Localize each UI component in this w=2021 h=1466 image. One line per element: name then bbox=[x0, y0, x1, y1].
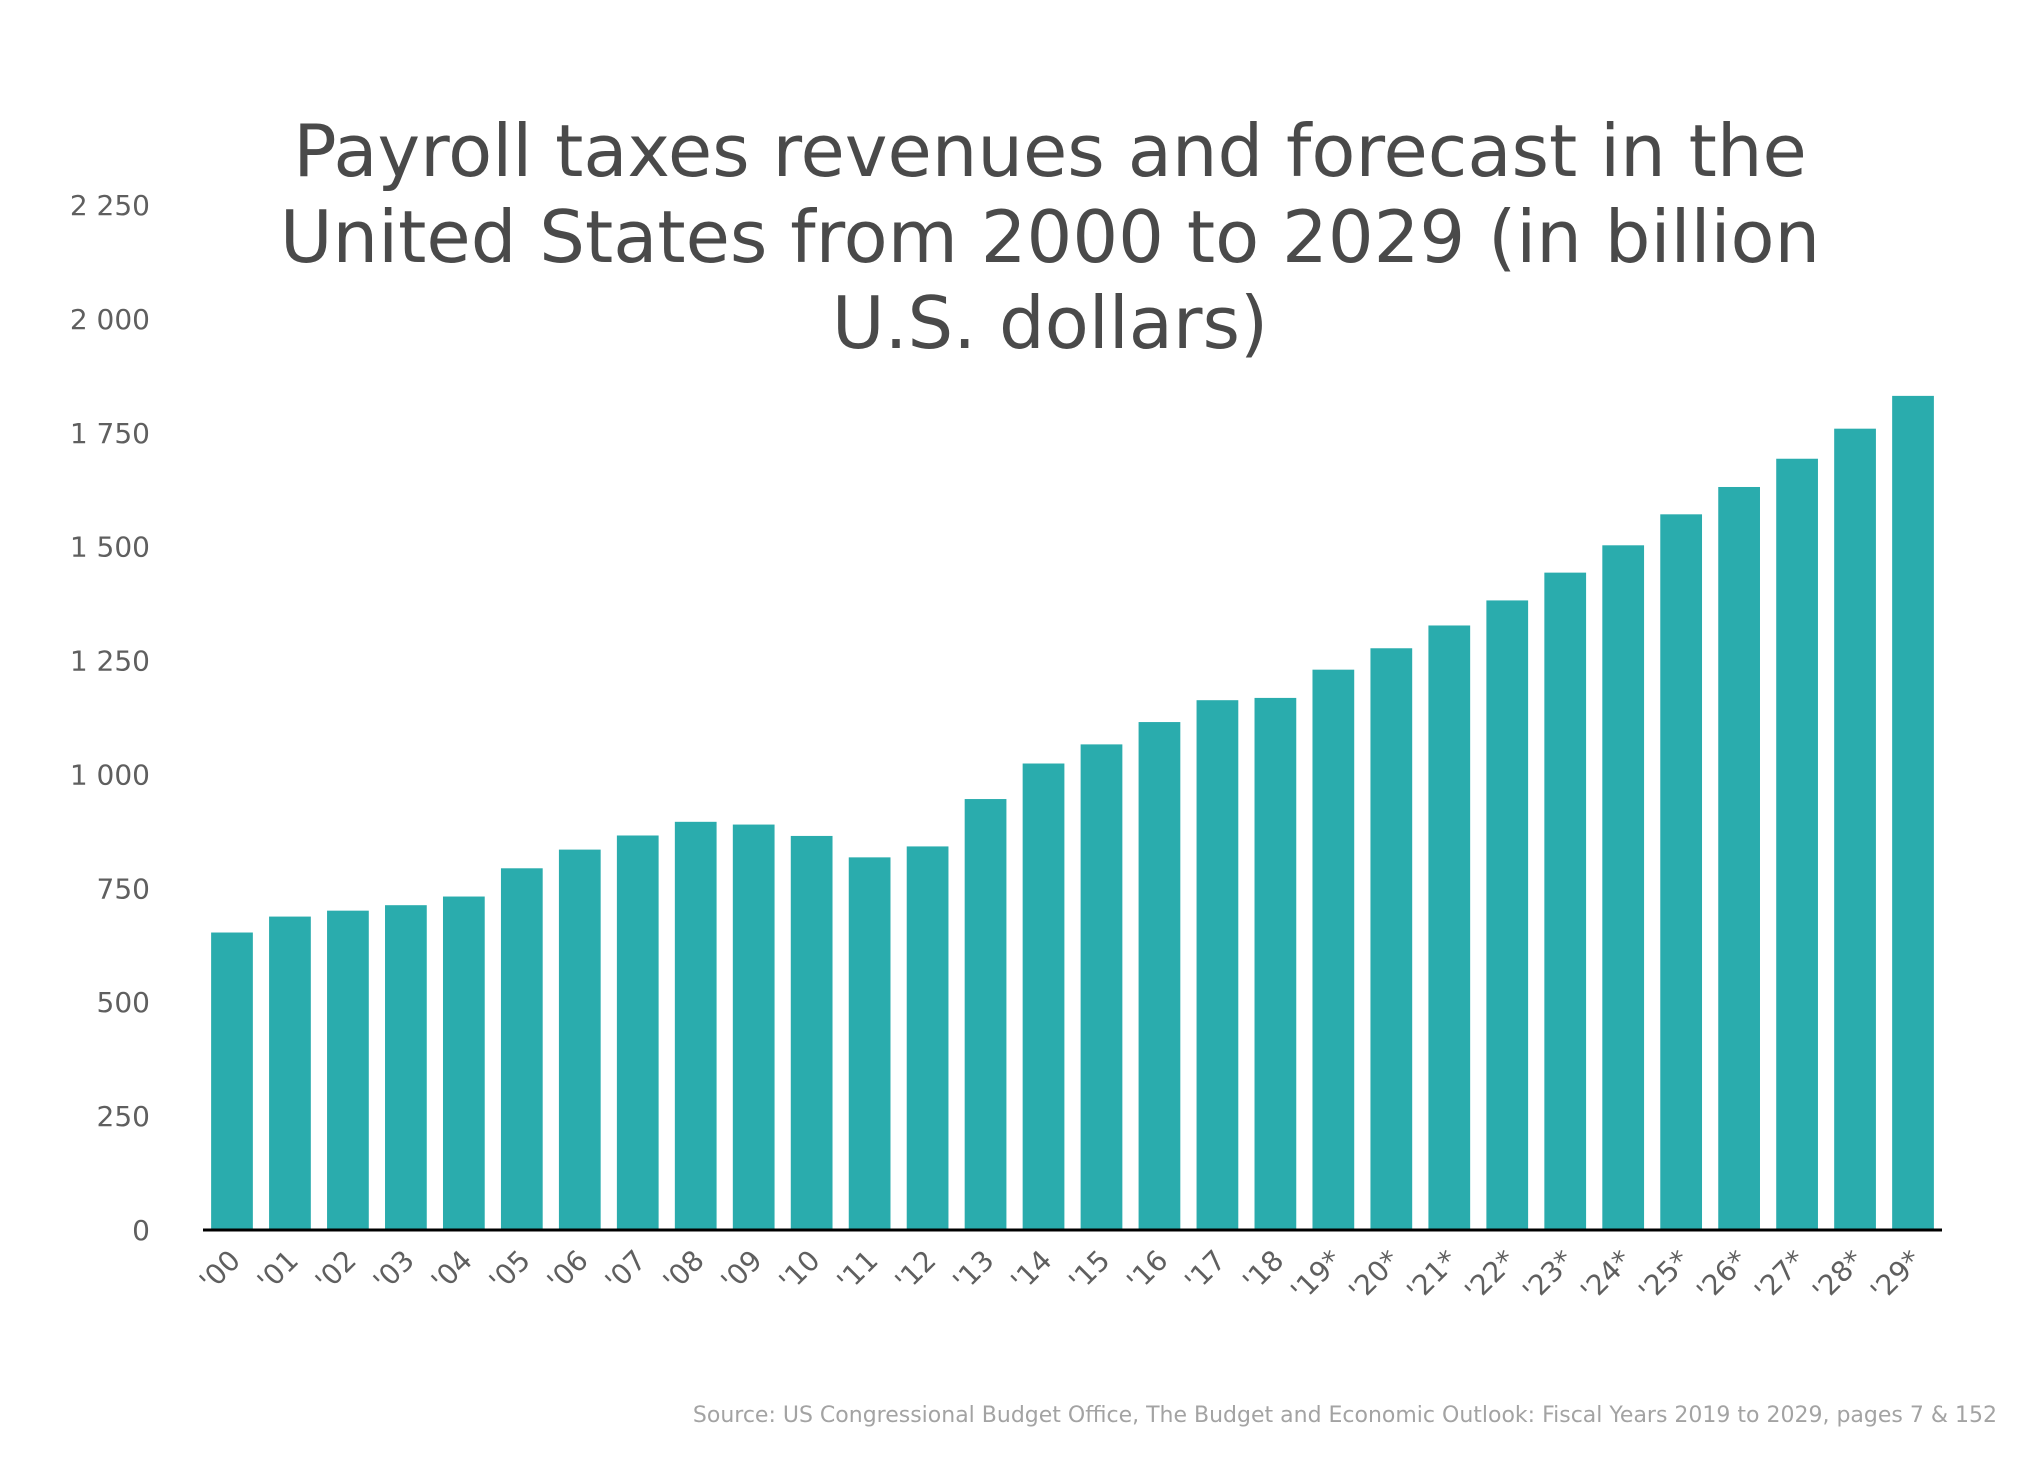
bar bbox=[1602, 545, 1645, 1230]
bar bbox=[1660, 514, 1703, 1230]
x-tick-label: '16 bbox=[1120, 1244, 1174, 1298]
bar bbox=[558, 849, 601, 1230]
source-note: Source: US Congressional Budget Office, … bbox=[692, 1403, 1997, 1428]
bar bbox=[385, 905, 427, 1230]
bar bbox=[442, 896, 485, 1230]
y-tick-label: 1 000 bbox=[70, 758, 150, 791]
x-tick-label: '27* bbox=[1748, 1244, 1812, 1308]
x-tick-label: '28* bbox=[1806, 1244, 1870, 1308]
x-tick-label: '24* bbox=[1574, 1244, 1638, 1308]
x-tick-label: '02 bbox=[309, 1244, 363, 1298]
x-tick-label: '29* bbox=[1864, 1244, 1928, 1308]
y-tick-label: 500 bbox=[97, 986, 150, 1019]
x-tick-label: '15 bbox=[1062, 1244, 1116, 1298]
bar bbox=[1022, 763, 1065, 1230]
x-tick-label: '19* bbox=[1284, 1244, 1348, 1308]
y-tick-label: 1 250 bbox=[70, 645, 150, 678]
bar bbox=[1428, 625, 1471, 1230]
x-tick-label: '11 bbox=[831, 1244, 885, 1298]
bars bbox=[211, 395, 1934, 1230]
y-tick-label: 2 250 bbox=[70, 189, 150, 222]
bar bbox=[1196, 700, 1239, 1230]
bar bbox=[848, 857, 891, 1230]
bar bbox=[906, 846, 949, 1230]
bar bbox=[1892, 395, 1934, 1230]
y-tick-label: 750 bbox=[97, 872, 150, 905]
x-tick-label: '12 bbox=[889, 1244, 943, 1298]
x-tick-label: '00 bbox=[193, 1244, 247, 1298]
bar bbox=[616, 835, 659, 1230]
x-tick-label: '21* bbox=[1400, 1244, 1464, 1308]
x-tick-label: '05 bbox=[483, 1244, 537, 1298]
bar bbox=[1486, 600, 1529, 1230]
x-tick-label: '13 bbox=[947, 1244, 1001, 1298]
bar bbox=[1138, 722, 1181, 1230]
x-tick-label: '08 bbox=[657, 1244, 711, 1298]
bar bbox=[327, 910, 369, 1230]
x-tick-label: '22* bbox=[1458, 1244, 1522, 1308]
y-tick-label: 2 000 bbox=[70, 303, 150, 336]
x-tick-label: '14 bbox=[1004, 1244, 1058, 1298]
bar bbox=[1544, 572, 1587, 1230]
x-tick-label: '23* bbox=[1516, 1244, 1580, 1308]
x-tick-label: '20* bbox=[1342, 1244, 1406, 1308]
bar bbox=[500, 868, 543, 1230]
chart-title: Payroll taxes revenues and forecast in t… bbox=[279, 109, 1821, 365]
x-tick-label: '04 bbox=[425, 1244, 479, 1298]
x-tick-label: '06 bbox=[541, 1244, 595, 1298]
y-tick-label: 1 500 bbox=[70, 531, 150, 564]
x-tick-label: '25* bbox=[1632, 1244, 1696, 1308]
bar bbox=[211, 932, 253, 1230]
bar bbox=[1834, 428, 1876, 1230]
x-tick-label: '17 bbox=[1178, 1244, 1232, 1298]
y-tick-label: 1 750 bbox=[70, 417, 150, 450]
x-tick-label: '10 bbox=[773, 1244, 827, 1298]
x-axis-ticks: '00'01'02'03'04'05'06'07'08'09'10'11'12 '… bbox=[193, 1244, 1928, 1308]
bar bbox=[1254, 697, 1297, 1230]
bar bbox=[269, 916, 311, 1230]
x-tick-label: '18 bbox=[1236, 1244, 1290, 1298]
bar bbox=[1718, 486, 1760, 1230]
bar bbox=[1370, 648, 1413, 1230]
x-tick-label: '07 bbox=[599, 1244, 653, 1298]
x-tick-label: '01 bbox=[251, 1244, 305, 1298]
y-tick-label: 250 bbox=[97, 1100, 150, 1133]
bar bbox=[674, 821, 717, 1230]
x-tick-label: '09 bbox=[715, 1244, 769, 1298]
bar bbox=[1080, 744, 1123, 1230]
x-tick-label: '26* bbox=[1690, 1244, 1754, 1308]
bar bbox=[1312, 669, 1355, 1230]
bar bbox=[964, 799, 1007, 1230]
bar bbox=[1776, 458, 1818, 1230]
bar bbox=[732, 824, 775, 1230]
y-axis-ticks: 0 250 500 750 1 000 1 250 1 500 1 750 2 000 2 250 bbox=[70, 189, 150, 1247]
y-tick-label: 0 bbox=[132, 1214, 150, 1247]
bar bbox=[790, 835, 833, 1230]
x-tick-label: '03 bbox=[367, 1244, 421, 1298]
